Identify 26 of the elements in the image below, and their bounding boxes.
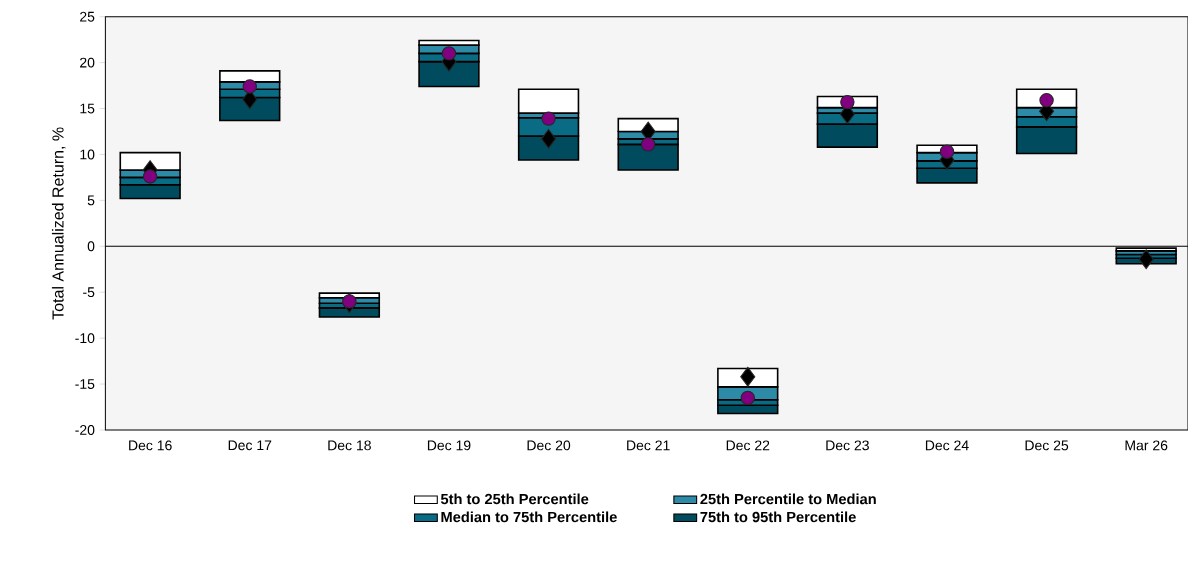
- x-tick-label: Dec 20: [527, 440, 571, 451]
- y-tick-label: -10: [75, 333, 95, 344]
- x-tick-label: Dec 24: [925, 440, 969, 451]
- x-tick-label: Dec 21: [627, 440, 670, 451]
- x-tick-label: Dec 16: [129, 440, 172, 451]
- y-tick-label: 15: [80, 103, 95, 114]
- y-tick-label: 20: [80, 57, 95, 68]
- x-tick-label: Dec 18: [328, 440, 371, 451]
- legend-label: 75th to 95th Percentile: [700, 511, 856, 523]
- legend-label: 5th to 25th Percentile: [440, 493, 589, 505]
- y-tick-label: 10: [80, 149, 95, 160]
- x-tick-label: Mar 26: [1125, 440, 1168, 451]
- legend-label: Median to 75th Percentile: [441, 511, 617, 523]
- y-tick-label: -5: [83, 287, 95, 298]
- x-tick-label: Dec 25: [1025, 440, 1069, 451]
- x-tick-label: Dec 17: [228, 440, 272, 451]
- x-tick-label: Dec 19: [427, 440, 471, 451]
- x-tick-label: Dec 23: [826, 440, 869, 451]
- y-axis-title: Total Annualized Return, %: [51, 127, 66, 320]
- y-tick-label: 0: [87, 241, 95, 252]
- y-tick-label: 5: [87, 195, 95, 206]
- y-tick-label: -20: [75, 425, 95, 435]
- y-tick-label: 25: [80, 11, 95, 22]
- x-tick-label: Dec 22: [726, 440, 770, 451]
- y-tick-label: -15: [75, 379, 95, 389]
- legend-label: 25th Percentile to Median: [700, 493, 876, 505]
